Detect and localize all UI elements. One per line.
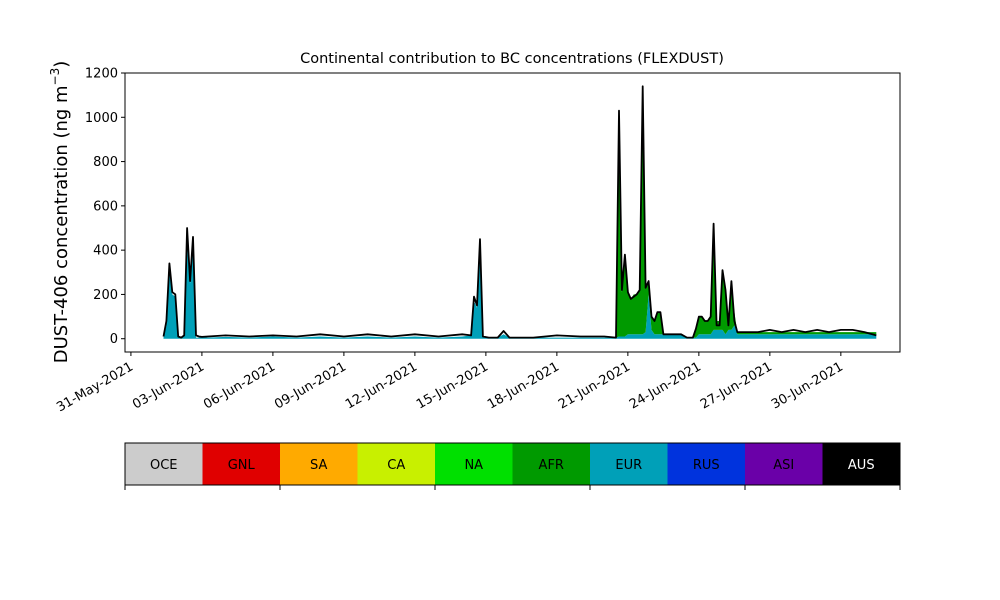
colorbar-label-na: NA xyxy=(464,458,483,473)
y-tick-label: 200 xyxy=(93,288,118,303)
colorbar-segment-asi xyxy=(745,443,823,485)
colorbar-label-eur: EUR xyxy=(615,458,642,473)
colorbar-label-aus: AUS xyxy=(848,458,875,473)
colorbar-segment-gnl xyxy=(202,443,281,485)
colorbar-segment-ca xyxy=(357,443,436,485)
colorbar-segment-aus xyxy=(822,443,901,485)
y-tick-label: 800 xyxy=(93,155,118,170)
chart-title: Continental contribution to BC concentra… xyxy=(300,51,724,67)
y-axis-label: DUST-406 concentration (ng m−3) xyxy=(48,61,72,364)
colorbar-frame xyxy=(124,442,901,486)
colorbar-segment-afr xyxy=(512,443,591,485)
colorbar-segment-sa xyxy=(280,443,358,485)
colorbar-label-afr: AFR xyxy=(539,458,564,473)
region-colorbar: OCE GNL SA CA NA AFR EUR RUS ASI AUS xyxy=(124,442,901,490)
colorbar-segment-eur xyxy=(590,443,668,485)
y-tick-label: 1200 xyxy=(85,67,118,82)
y-axis-label-close: ) xyxy=(51,61,72,68)
colorbar-segment-oce xyxy=(125,443,203,485)
total-concentration-line xyxy=(162,85,877,339)
plot-frame xyxy=(124,72,901,353)
colorbar-segment-rus xyxy=(667,443,746,485)
y-tick-label: 600 xyxy=(93,199,118,214)
plot-area xyxy=(124,72,901,353)
y-axis: 0 200 400 600 800 1000 1200 xyxy=(85,67,125,347)
colorbar-label-oce: OCE xyxy=(150,458,178,473)
y-axis-label-main: DUST-406 concentration (ng m xyxy=(51,85,72,363)
colorbar-label-rus: RUS xyxy=(693,458,720,473)
y-tick-label: 0 xyxy=(110,332,118,347)
y-tick-label: 1000 xyxy=(85,111,118,126)
colorbar-label-asi: ASI xyxy=(773,458,794,473)
colorbar-label-sa: SA xyxy=(310,458,327,473)
colorbar-label-gnl: GNL xyxy=(228,458,256,473)
colorbar-segment-na xyxy=(435,443,513,485)
y-axis-label-exponent: −3 xyxy=(48,68,62,86)
y-tick-label: 400 xyxy=(93,244,118,259)
colorbar-label-ca: CA xyxy=(387,458,405,473)
